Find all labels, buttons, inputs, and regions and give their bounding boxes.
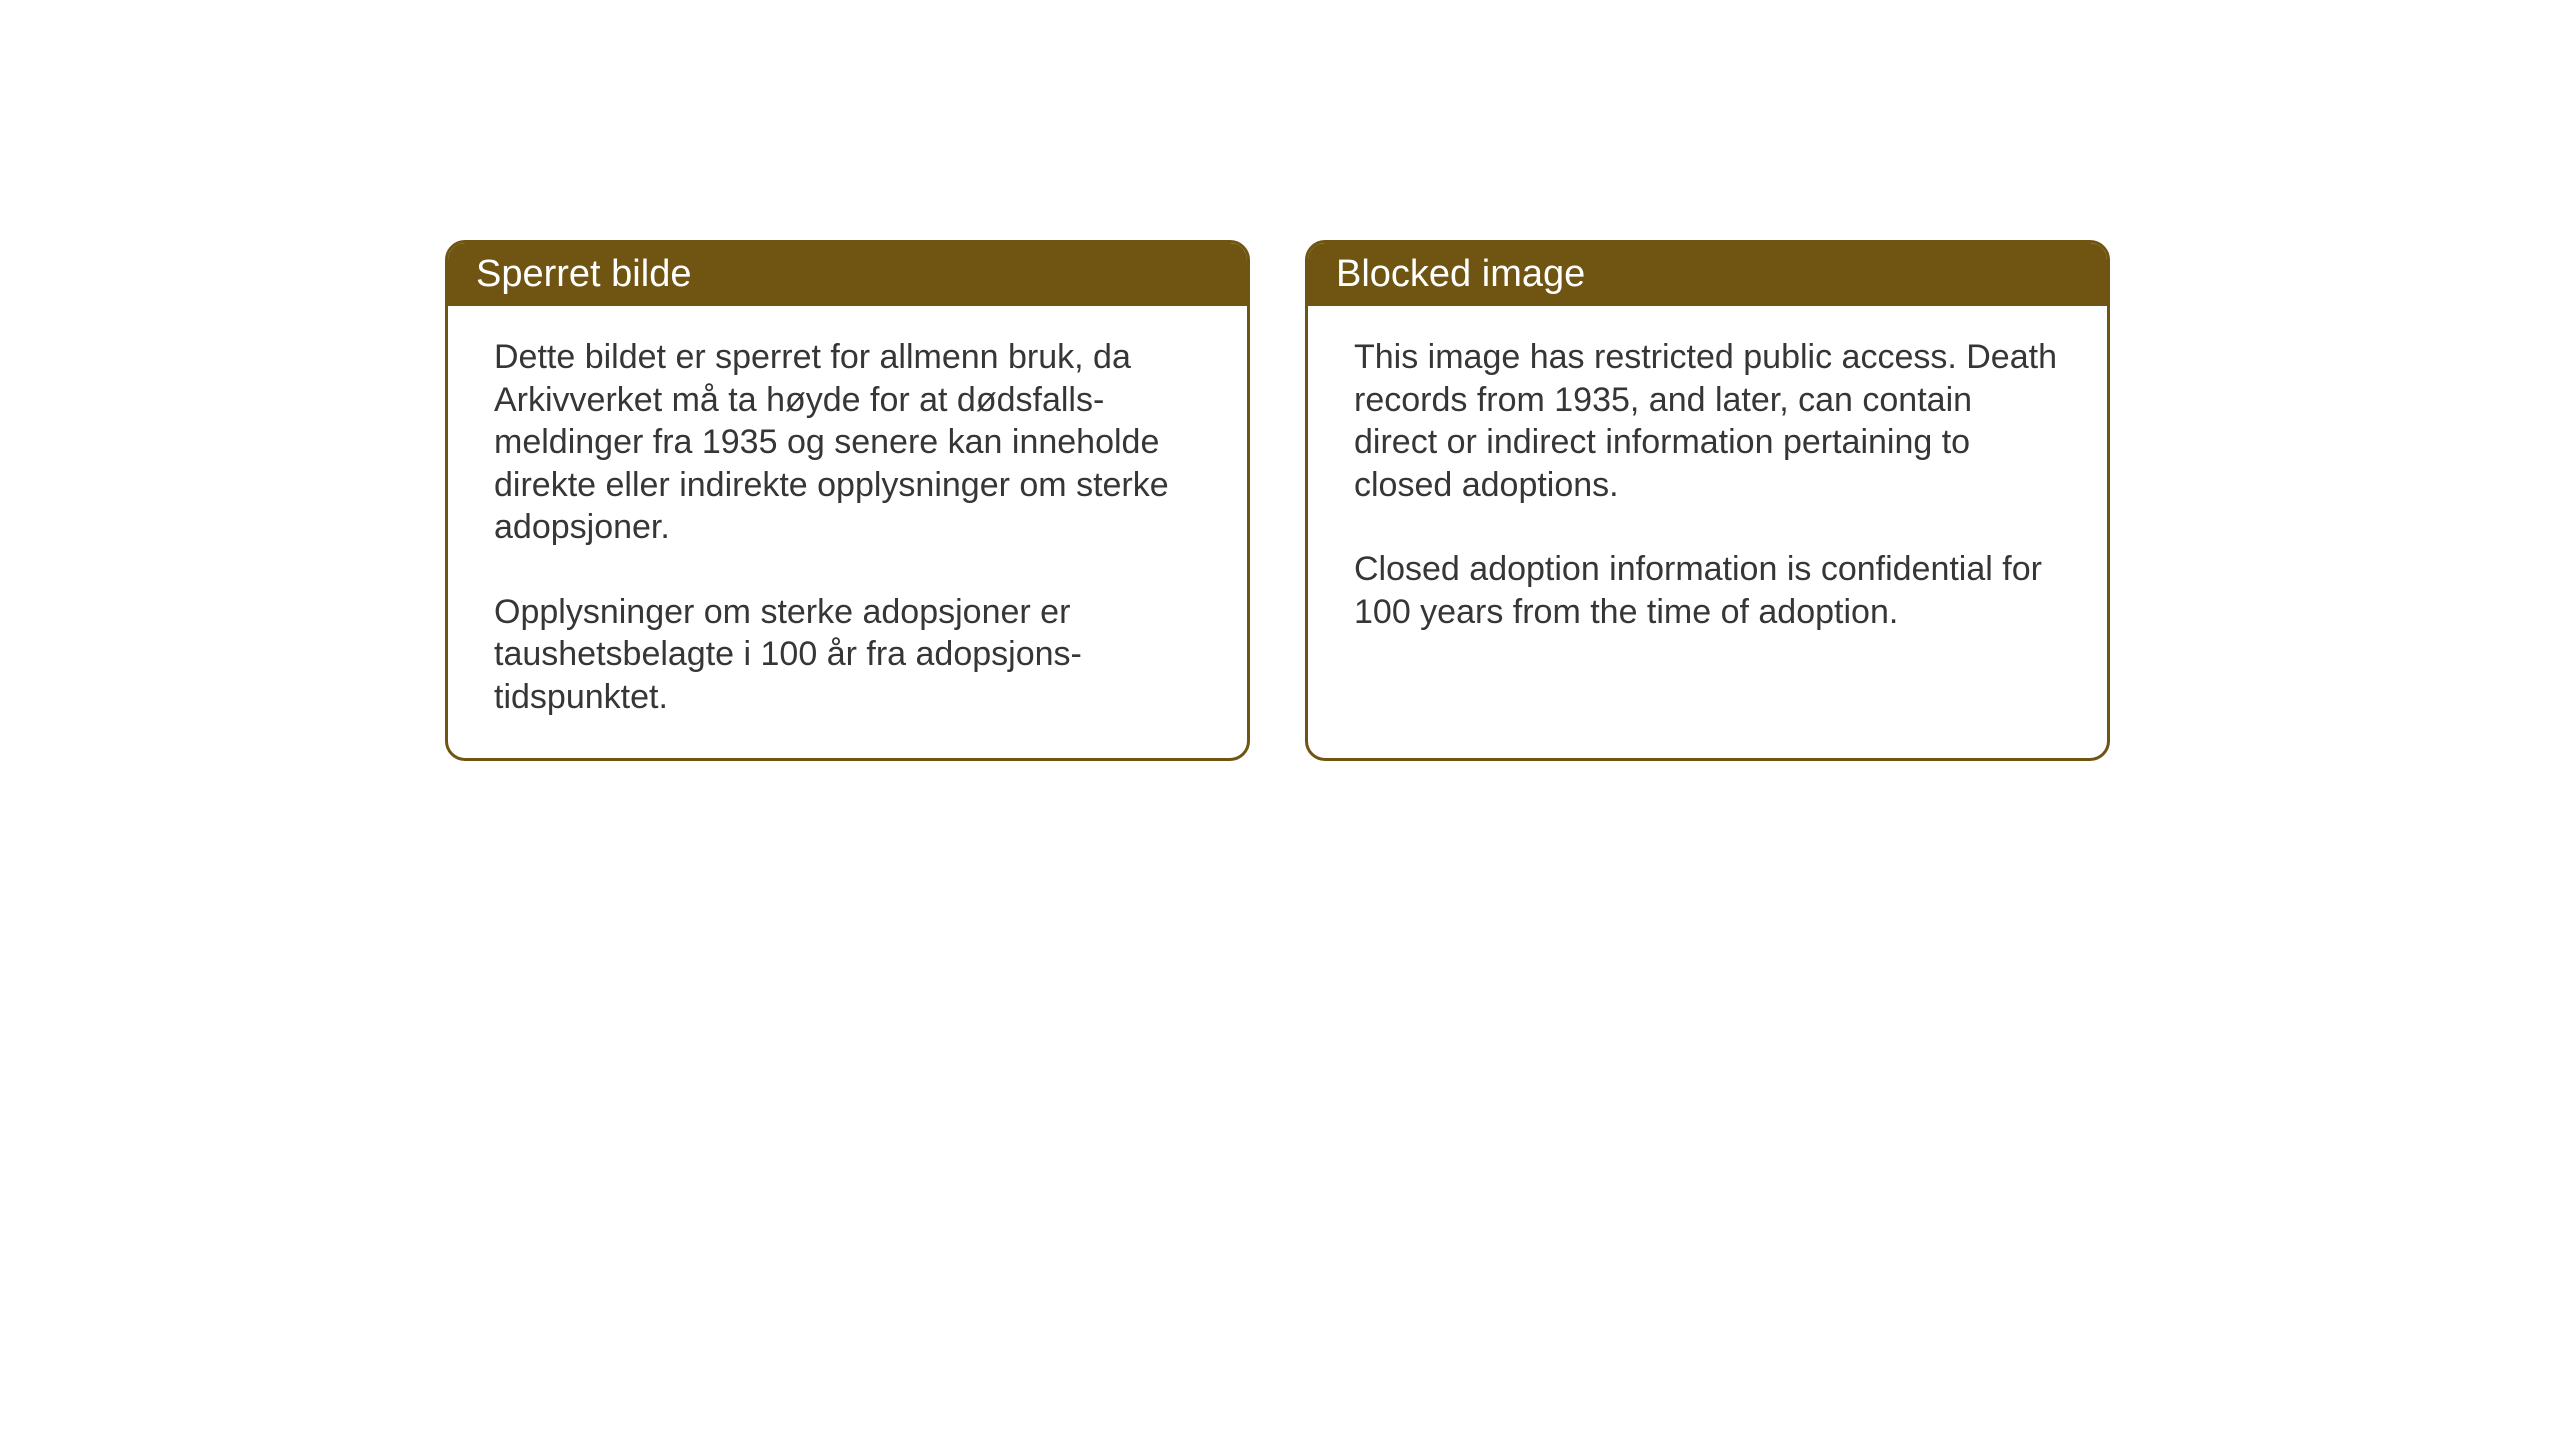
notice-header-english: Blocked image [1308, 243, 2107, 306]
notice-box-norwegian: Sperret bilde Dette bildet er sperret fo… [445, 240, 1250, 761]
notice-container: Sperret bilde Dette bildet er sperret fo… [445, 240, 2110, 761]
notice-header-norwegian: Sperret bilde [448, 243, 1247, 306]
notice-body-norwegian: Dette bildet er sperret for allmenn bruk… [448, 306, 1247, 758]
notice-paragraph-1-norwegian: Dette bildet er sperret for allmenn bruk… [494, 336, 1201, 549]
notice-body-english: This image has restricted public access.… [1308, 306, 2107, 673]
notice-paragraph-2-english: Closed adoption information is confident… [1354, 548, 2061, 633]
notice-paragraph-1-english: This image has restricted public access.… [1354, 336, 2061, 506]
notice-box-english: Blocked image This image has restricted … [1305, 240, 2110, 761]
notice-paragraph-2-norwegian: Opplysninger om sterke adopsjoner er tau… [494, 591, 1201, 719]
